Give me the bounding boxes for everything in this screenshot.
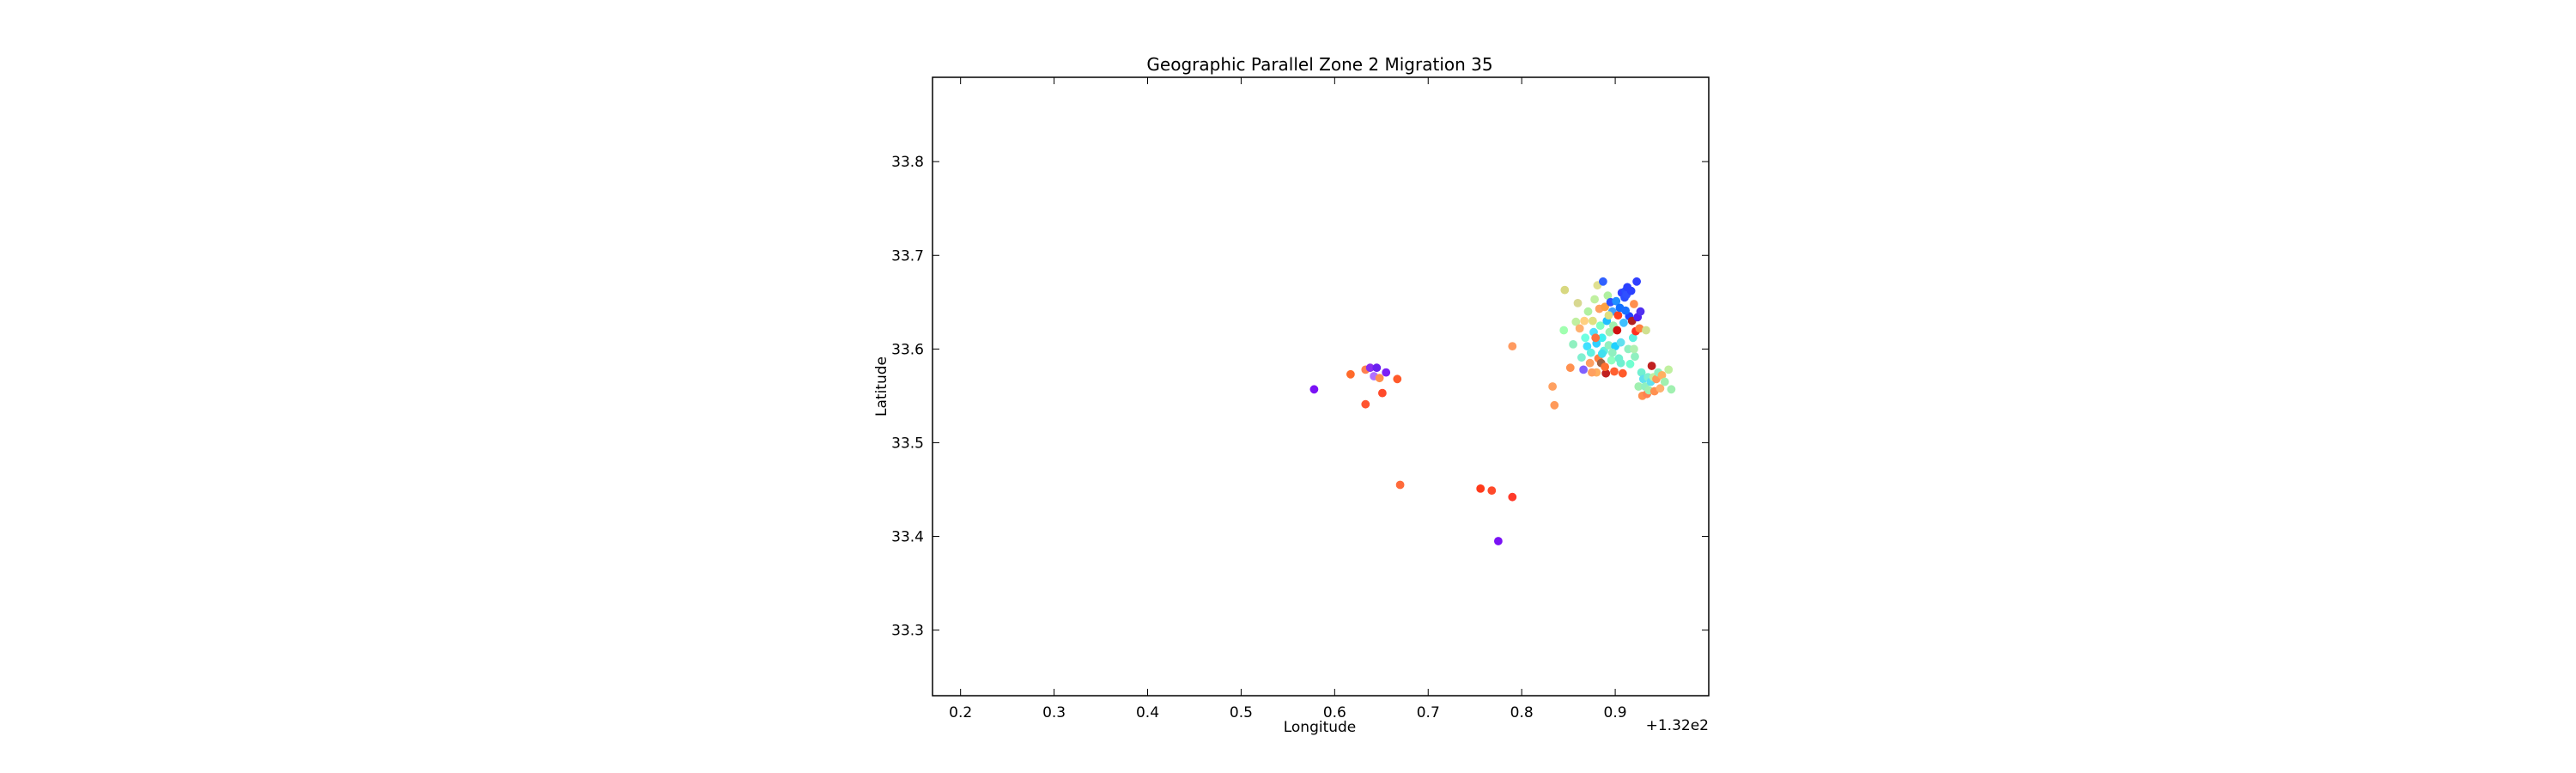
plot-area [932, 76, 1710, 697]
data-point [1632, 277, 1641, 286]
data-point [1616, 358, 1625, 368]
x-tick-label: 0.3 [1042, 704, 1066, 721]
data-point [1581, 333, 1590, 343]
data-point [1625, 359, 1635, 368]
data-point [1630, 344, 1638, 354]
chart-title: Geographic Parallel Zone 2 Migration 35 [1146, 54, 1492, 75]
data-point [1630, 300, 1638, 308]
data-point [1595, 321, 1605, 330]
y-tick-label: 33.3 [891, 623, 924, 640]
data-point [1613, 311, 1623, 320]
data-point [1361, 399, 1370, 409]
data-point [1588, 368, 1596, 377]
data-point [1621, 306, 1630, 315]
data-point [1571, 317, 1581, 326]
y-tick-label: 33.6 [891, 341, 924, 358]
data-point [1583, 342, 1592, 350]
x-axis-ticks: 0.2 0.3 0.4 0.5 0.6 0.7 0.8 0.9 [949, 77, 1627, 721]
data-point [1613, 326, 1622, 335]
x-tick-label: 0.7 [1417, 704, 1440, 721]
data-point [1604, 311, 1613, 320]
data-point [1591, 333, 1601, 343]
data-point [1382, 368, 1391, 377]
data-point [1372, 363, 1382, 373]
data-point [1395, 480, 1405, 490]
data-point [1612, 296, 1621, 306]
data-point [1559, 326, 1569, 335]
data-point [1607, 348, 1617, 357]
y-axis-label: Latitude [873, 356, 890, 417]
data-point [1309, 385, 1319, 394]
data-point [1508, 342, 1517, 350]
data-point [1560, 285, 1570, 295]
x-tick-label: 0.2 [949, 704, 972, 721]
data-point [1494, 537, 1503, 545]
x-axis-offset-label: +1.32e2 [1646, 717, 1709, 734]
data-point [1656, 384, 1665, 393]
data-point [1569, 339, 1577, 349]
data-point [1487, 486, 1497, 495]
data-point [1619, 318, 1628, 327]
data-point [1667, 385, 1676, 394]
data-point [1601, 302, 1609, 312]
data-point [1610, 367, 1619, 376]
y-tick-label: 33.4 [891, 529, 924, 546]
data-point [1476, 484, 1485, 493]
data-point [1607, 356, 1616, 365]
y-axis-ticks: 33.3 33.4 33.5 33.6 33.7 33.8 [891, 154, 1709, 640]
data-point [1642, 326, 1650, 335]
data-point [1573, 298, 1583, 307]
x-tick-label: 0.5 [1230, 704, 1253, 721]
data-point [1589, 316, 1597, 326]
data-point [1575, 324, 1584, 333]
data-point [1626, 286, 1636, 295]
x-tick-label: 0.8 [1510, 704, 1534, 721]
data-point [1577, 353, 1586, 362]
y-tick-label: 33.5 [891, 435, 924, 452]
data-point [1579, 365, 1588, 374]
data-point [1586, 348, 1595, 357]
y-tick-label: 33.8 [891, 154, 924, 171]
data-point [1548, 382, 1557, 391]
data-point [1580, 316, 1589, 326]
data-points [1309, 277, 1676, 545]
data-point [1616, 338, 1625, 347]
data-point [1508, 492, 1517, 502]
data-point [1590, 295, 1599, 304]
data-point [1664, 365, 1674, 374]
x-tick-label: 0.6 [1323, 704, 1346, 721]
data-point [1636, 307, 1645, 316]
data-point [1585, 358, 1595, 368]
data-point [1618, 368, 1627, 378]
data-point [1597, 349, 1607, 358]
data-point [1550, 400, 1559, 410]
data-point [1599, 277, 1607, 286]
data-point [1583, 307, 1593, 316]
data-point [1565, 363, 1575, 373]
data-point [1647, 362, 1656, 370]
data-point [1631, 352, 1639, 361]
data-point [1378, 388, 1387, 398]
x-tick-label: 0.9 [1604, 704, 1627, 721]
data-point [1601, 362, 1609, 371]
x-tick-label: 0.4 [1136, 704, 1159, 721]
data-point [1393, 374, 1402, 384]
x-axis-label: Longitude [1284, 719, 1357, 736]
data-point [1346, 369, 1355, 379]
data-point [1375, 374, 1384, 383]
y-tick-label: 33.7 [891, 247, 924, 265]
data-point [1660, 377, 1669, 386]
